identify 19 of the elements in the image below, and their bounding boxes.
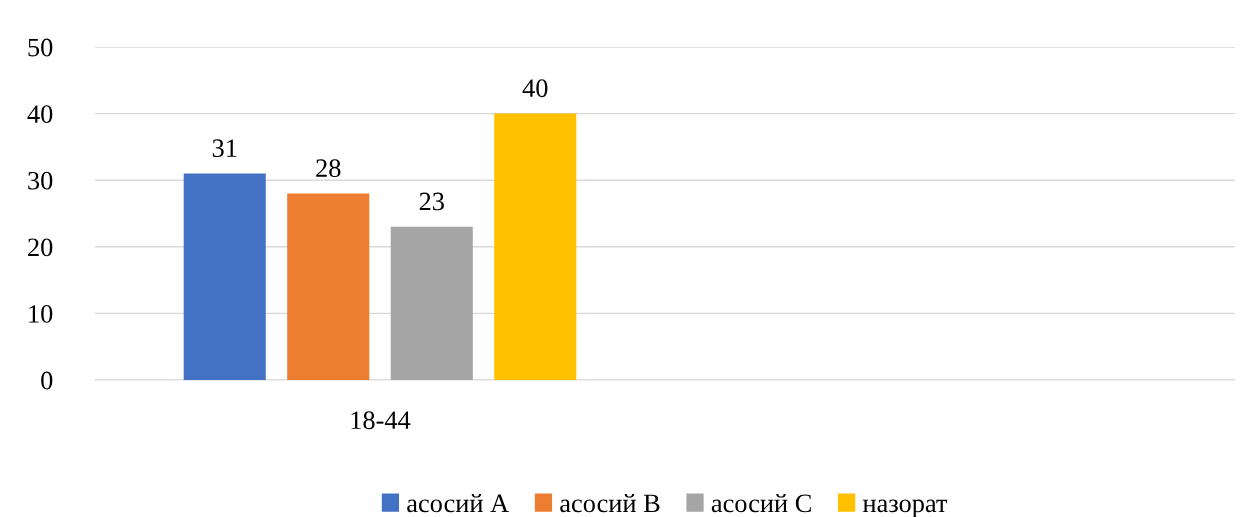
data-label: 23 — [419, 192, 444, 211]
y-tick-label: 0 — [41, 371, 53, 390]
data-label: 31 — [212, 139, 237, 158]
y-tick-label: 40 — [27, 105, 53, 124]
bar — [183, 173, 266, 380]
y-tick-label: 50 — [28, 38, 53, 57]
data-label: 40 — [522, 79, 548, 98]
legend-label: асосий В — [560, 493, 660, 513]
data-label: 28 — [316, 159, 341, 178]
y-tick-label: 10 — [29, 305, 53, 323]
x-tick-label: 18-44 — [351, 411, 411, 430]
y-tick-label: 30 — [28, 171, 53, 190]
bar — [390, 226, 473, 380]
bar — [494, 113, 577, 380]
y-tick-label: 20 — [28, 238, 53, 257]
bar — [287, 193, 370, 380]
legend-label: назорат — [862, 499, 948, 517]
legend-label: асосий С — [711, 493, 811, 513]
legend-label: асосий А — [407, 493, 509, 513]
